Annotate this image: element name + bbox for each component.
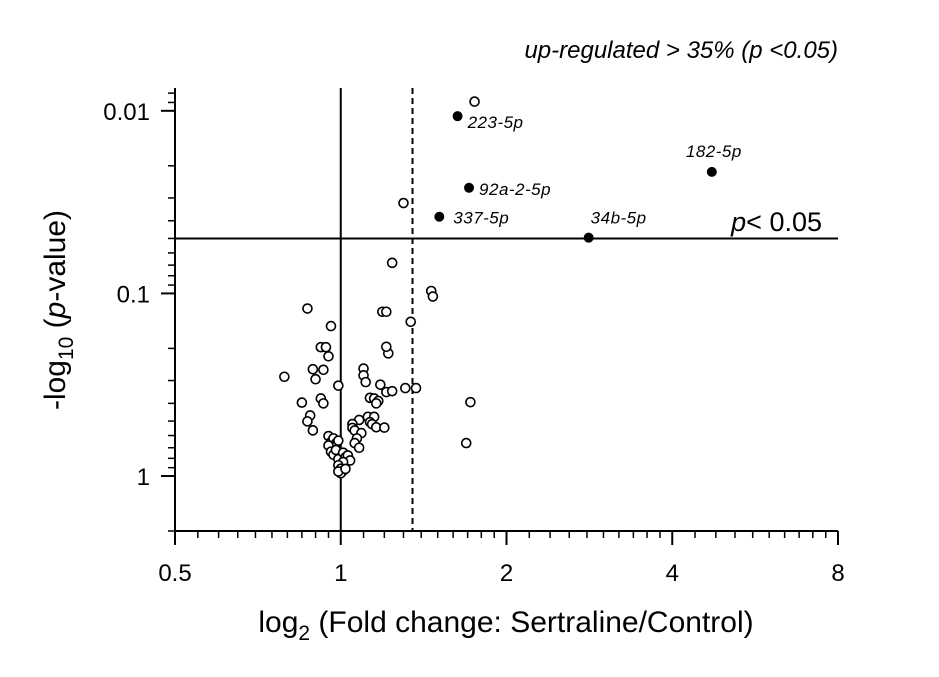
data-point bbox=[469, 96, 480, 107]
p-threshold-label-rest: < 0.05 bbox=[746, 207, 822, 237]
significant-point bbox=[434, 211, 445, 222]
y-axis-title-rest: -value) bbox=[39, 210, 72, 302]
data-point bbox=[379, 422, 390, 433]
y-axis-title: -log10 (p-value) bbox=[39, 210, 78, 410]
y-axis-title-prefix: -log bbox=[39, 360, 72, 410]
point-label: 223-5p bbox=[467, 113, 524, 132]
data-point bbox=[302, 416, 313, 427]
plot-area: 0.5 1 2 4 8 0.01 0.1 1 223-5p 182-5p 92a-2-5p 337… bbox=[103, 88, 845, 587]
x-axis-ticks: 0.5 1 2 4 8 bbox=[158, 531, 845, 587]
data-point bbox=[340, 463, 351, 475]
data-point bbox=[460, 437, 472, 449]
data-point bbox=[325, 320, 337, 332]
data-point bbox=[386, 257, 398, 269]
point-labels: 223-5p 182-5p 92a-2-5p 337-5p 34b-5p bbox=[453, 113, 742, 228]
y-axis-title-italic: p bbox=[39, 302, 72, 320]
x-axis-title: log2 (Fold change: Sertraline/Control) bbox=[258, 606, 753, 645]
y-axis-ticks: 0.01 0.1 1 bbox=[103, 92, 175, 532]
data-point bbox=[353, 442, 365, 454]
y-tick-label: 1 bbox=[137, 464, 150, 491]
data-point bbox=[398, 197, 409, 209]
y-tick-label: 0.1 bbox=[117, 281, 150, 308]
data-point bbox=[360, 376, 372, 388]
significant-point bbox=[706, 166, 717, 177]
x-axis-title-subscript: 2 bbox=[298, 622, 310, 645]
data-point bbox=[318, 364, 329, 376]
point-label: 92a-2-5p bbox=[479, 180, 551, 199]
x-axis-title-rest: (Fold change: Sertraline/Control) bbox=[310, 606, 754, 639]
data-point bbox=[307, 425, 319, 436]
data-point bbox=[427, 291, 439, 302]
data-point bbox=[323, 351, 334, 362]
x-tick-label: 1 bbox=[334, 560, 347, 587]
data-point bbox=[310, 373, 321, 385]
x-axis-title-prefix: log bbox=[258, 606, 298, 639]
significant-point bbox=[452, 111, 463, 122]
y-tick-label: 0.01 bbox=[103, 99, 150, 126]
y-axis-title-open: ( bbox=[39, 318, 72, 336]
data-point bbox=[307, 363, 319, 375]
data-point bbox=[410, 382, 422, 394]
significant-point bbox=[583, 232, 594, 243]
data-point bbox=[320, 341, 332, 353]
data-point bbox=[279, 371, 290, 383]
x-tick-label: 2 bbox=[500, 560, 513, 587]
x-tick-label: 0.5 bbox=[158, 560, 191, 587]
data-point bbox=[370, 398, 382, 409]
data-point bbox=[333, 380, 344, 391]
data-point bbox=[405, 316, 417, 328]
chart-title: up-regulated > 35% (p <0.05) bbox=[524, 37, 838, 64]
point-label: 34b-5p bbox=[591, 209, 647, 228]
p-threshold-label: p< 0.05 bbox=[730, 207, 822, 237]
y-axis-title-subscript: 10 bbox=[55, 337, 78, 360]
x-tick-label: 8 bbox=[831, 560, 844, 587]
data-point bbox=[375, 379, 386, 390]
data-point bbox=[386, 385, 398, 397]
data-point bbox=[333, 435, 344, 446]
point-label: 337-5p bbox=[453, 209, 509, 228]
data-point bbox=[465, 396, 476, 408]
data-point bbox=[400, 382, 411, 394]
data-point bbox=[381, 306, 392, 318]
data-point bbox=[302, 303, 313, 314]
data-point bbox=[296, 397, 308, 408]
significant-point bbox=[464, 182, 475, 193]
x-tick-label: 4 bbox=[666, 560, 679, 587]
data-point bbox=[318, 398, 329, 409]
point-label: 182-5p bbox=[686, 142, 742, 161]
data-points bbox=[279, 96, 717, 479]
p-threshold-label-italic: p bbox=[730, 207, 746, 237]
data-point bbox=[381, 341, 392, 353]
